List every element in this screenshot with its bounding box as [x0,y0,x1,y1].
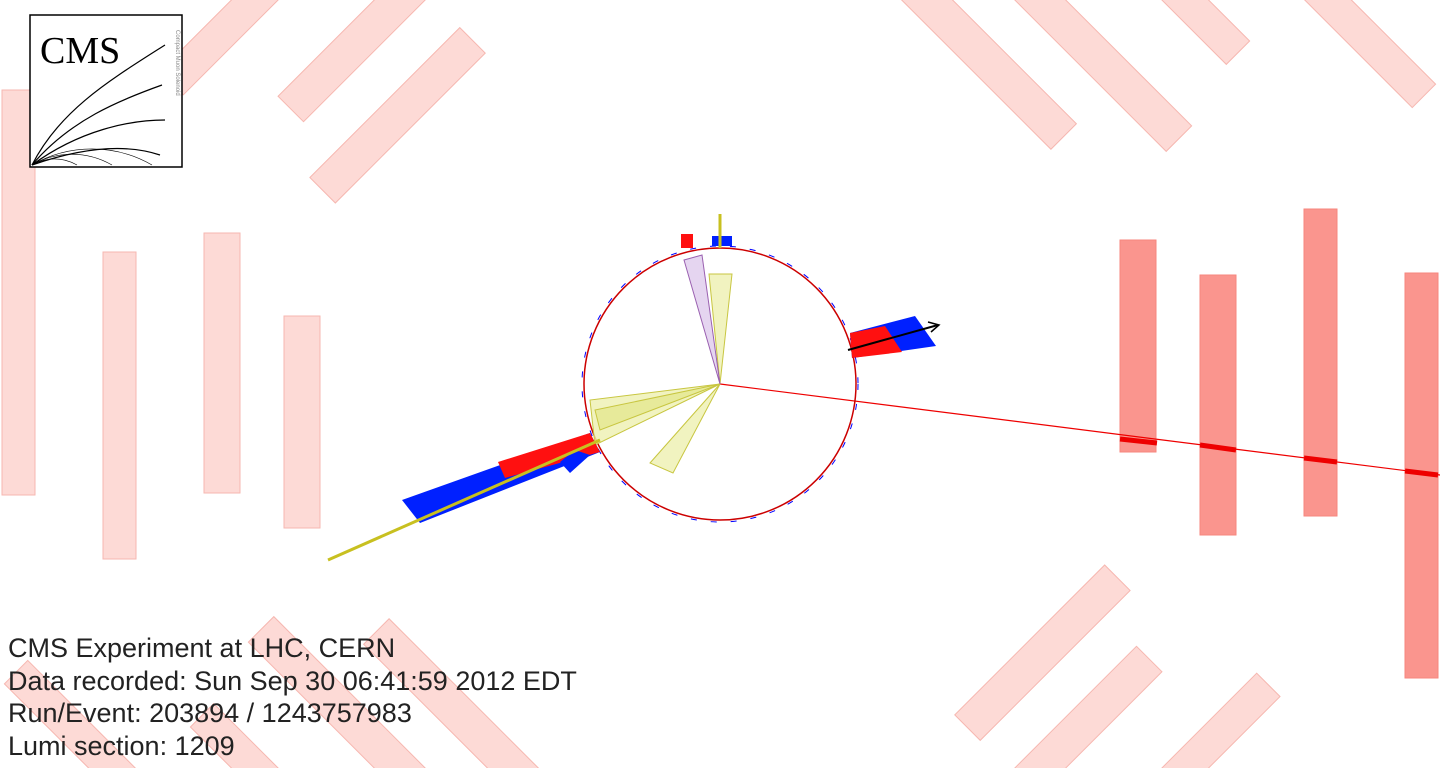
logo-tracks [31,44,166,166]
lumi-label: Lumi section: 1209 [8,730,235,761]
calo-hits [581,245,859,523]
event-info: CMS Experiment at LHC, CERN Data recorde… [8,632,577,762]
jet-cone [649,383,721,474]
jet-cone [708,273,733,385]
recorded-label: Data recorded: Sun Sep 30 06:41:59 2012 … [8,665,577,696]
jet-cone [594,383,721,431]
hcal-tower [560,450,590,473]
tau-cone [683,254,721,385]
ecal-tower [681,234,693,248]
logo-title: CMS [40,30,120,72]
jet-axis [327,438,601,562]
muon-ring-hit [1119,208,1439,679]
met-arrow [847,324,939,351]
experiment-label: CMS Experiment at LHC, CERN [8,633,396,663]
hcal-tower [712,236,732,246]
muon-hits [1119,436,1439,478]
logo-subtitle: Compact Muon Solenoid [174,30,180,96]
met-arrowhead [927,321,941,333]
jet-cone [589,383,721,446]
run-event-label: Run/Event: 203894 / 1243757983 [8,698,412,728]
ecal-tower [498,433,600,478]
cms-logo: CMS Compact Muon Solenoid [29,14,183,168]
muon-ring [878,0,1437,310]
muon-ring [794,542,1352,768]
